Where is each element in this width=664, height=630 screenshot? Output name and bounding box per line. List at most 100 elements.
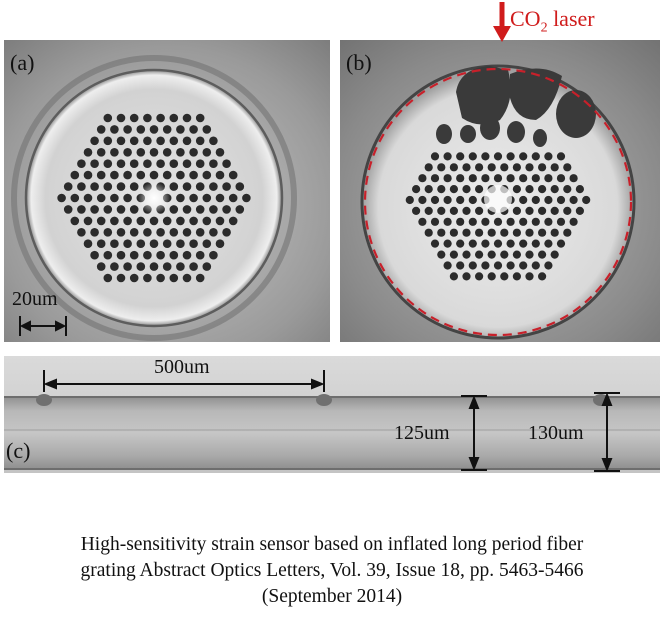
air-hole xyxy=(176,193,185,203)
co2-laser-label: CO2 laser xyxy=(510,6,595,36)
air-hole xyxy=(123,193,132,203)
air-hole xyxy=(129,159,139,168)
air-hole xyxy=(143,250,152,260)
air-hole xyxy=(242,193,251,203)
air-hole xyxy=(96,239,106,248)
air-hole xyxy=(123,148,132,157)
air-hole xyxy=(531,239,540,248)
air-hole xyxy=(96,193,106,203)
air-hole xyxy=(70,216,80,226)
air-hole xyxy=(90,205,99,214)
air-hole xyxy=(103,136,113,146)
air-hole xyxy=(209,182,218,191)
period-label: 500um xyxy=(154,356,210,378)
air-hole xyxy=(563,206,572,215)
period-dimension xyxy=(43,370,325,392)
air-hole xyxy=(430,217,440,226)
figure-caption: High-sensitivity strain sensor based on … xyxy=(0,532,664,610)
air-hole xyxy=(512,228,521,237)
air-hole xyxy=(481,239,490,248)
air-hole xyxy=(481,217,490,226)
air-hole xyxy=(189,148,198,157)
air-hole xyxy=(123,125,132,134)
air-hole xyxy=(202,193,212,203)
air-hole xyxy=(129,136,139,146)
air-hole xyxy=(83,239,93,248)
air-hole xyxy=(103,159,113,168)
air-hole xyxy=(70,193,80,203)
air-hole xyxy=(222,205,231,214)
air-hole xyxy=(506,152,515,161)
air-hole xyxy=(481,152,490,161)
air-hole xyxy=(189,216,198,226)
air-hole xyxy=(123,239,132,248)
air-hole xyxy=(418,195,427,205)
air-hole xyxy=(512,272,521,281)
air-hole xyxy=(202,262,212,271)
air-hole xyxy=(195,113,205,123)
air-hole xyxy=(103,273,113,283)
air-hole xyxy=(575,206,584,215)
air-hole xyxy=(544,195,553,205)
air-hole xyxy=(116,205,126,214)
diameter-dimension-125 xyxy=(461,395,487,471)
air-hole xyxy=(103,228,113,237)
air-hole xyxy=(538,228,547,237)
air-hole xyxy=(156,250,165,260)
air-hole xyxy=(563,185,572,194)
air-hole xyxy=(90,136,99,146)
air-hole xyxy=(182,113,192,123)
air-hole xyxy=(519,195,528,205)
air-hole xyxy=(189,239,198,248)
air-hole xyxy=(475,206,484,215)
air-hole xyxy=(462,250,471,259)
air-hole xyxy=(169,205,179,214)
air-hole xyxy=(202,170,212,180)
caption-line-2: grating Abstract Optics Letters, Vol. 39… xyxy=(80,560,584,581)
air-hole xyxy=(550,163,559,172)
air-hole xyxy=(493,152,503,161)
air-hole xyxy=(456,195,465,205)
air-hole xyxy=(437,228,446,237)
air-hole xyxy=(70,170,80,180)
air-hole xyxy=(162,262,172,271)
air-hole xyxy=(531,195,540,205)
air-hole xyxy=(96,148,106,157)
air-hole xyxy=(77,205,86,214)
air-hole xyxy=(412,185,421,194)
air-hole xyxy=(506,217,515,226)
panel-a-micrograph: (a) 20um xyxy=(4,40,330,342)
air-hole xyxy=(63,205,73,214)
air-hole xyxy=(506,239,515,248)
air-hole xyxy=(449,272,458,281)
air-hole xyxy=(103,205,113,214)
air-hole xyxy=(443,217,452,226)
air-hole xyxy=(195,136,205,146)
air-hole xyxy=(500,250,509,259)
air-hole xyxy=(129,113,139,123)
air-hole xyxy=(556,174,566,183)
air-hole xyxy=(195,182,205,191)
air-hole xyxy=(77,182,86,191)
air-hole xyxy=(468,195,477,205)
air-hole xyxy=(110,148,119,157)
air-hole xyxy=(493,174,503,183)
air-hole xyxy=(418,217,427,226)
air-hole xyxy=(169,113,179,123)
air-hole xyxy=(569,217,578,226)
air-hole xyxy=(129,228,139,237)
panel-c-label: (c) xyxy=(6,438,31,463)
air-hole xyxy=(424,185,433,194)
air-hole xyxy=(189,193,198,203)
air-hole xyxy=(424,228,433,237)
air-hole xyxy=(182,182,192,191)
air-hole xyxy=(481,174,490,183)
air-hole xyxy=(538,163,547,172)
air-hole xyxy=(116,250,126,260)
air-hole xyxy=(418,174,427,183)
air-hole xyxy=(176,125,185,134)
air-hole xyxy=(129,273,139,283)
air-hole xyxy=(538,250,547,259)
air-hole xyxy=(149,170,159,180)
air-hole xyxy=(189,170,198,180)
